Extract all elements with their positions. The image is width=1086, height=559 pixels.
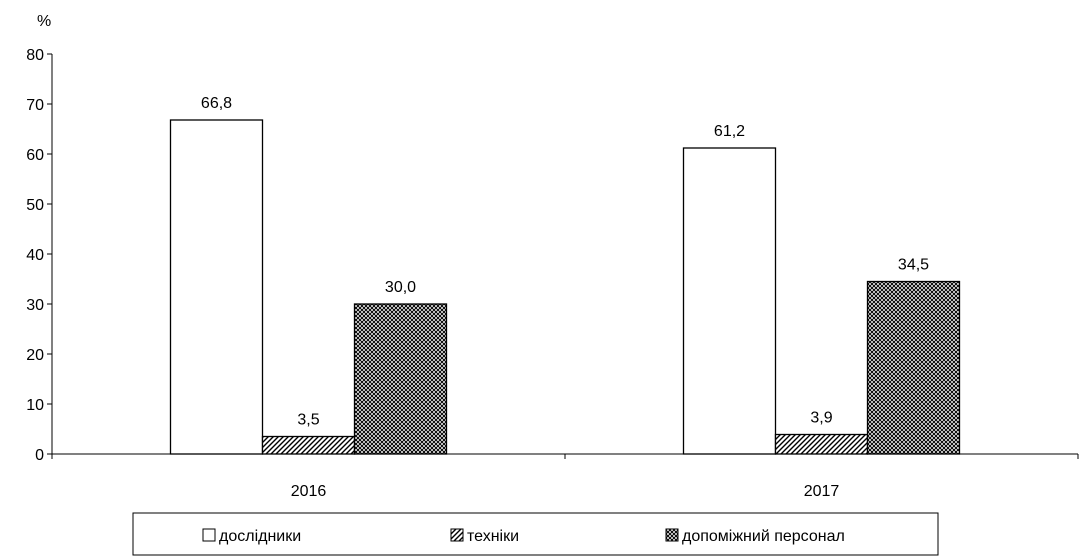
y-axis-unit-label: % <box>37 13 51 30</box>
y-tick-label: 40 <box>26 247 44 264</box>
x-tick-label: 2016 <box>291 483 327 500</box>
bar <box>353 303 448 455</box>
y-tick-label: 50 <box>26 197 44 214</box>
legend-swatch-support-staff <box>665 528 679 542</box>
y-tick-label: 20 <box>26 347 44 364</box>
data-label: 30,0 <box>385 279 416 296</box>
legend-item-researchers: дослідники <box>202 528 301 545</box>
y-axis: 0 10 20 30 40 50 60 70 80 <box>26 47 53 464</box>
data-label: 61,2 <box>714 123 745 140</box>
data-label: 3,5 <box>297 412 319 429</box>
y-tick-label: 70 <box>26 97 44 114</box>
bar <box>261 435 356 455</box>
data-label: 34,5 <box>898 257 929 274</box>
bar <box>774 433 869 455</box>
y-tick-label: 60 <box>26 147 44 164</box>
data-label: 66,8 <box>201 95 232 112</box>
y-tick-label: 80 <box>26 47 44 64</box>
y-tick-label: 10 <box>26 397 44 414</box>
bars <box>169 119 961 455</box>
legend: дослідники техніки допоміжний персонал <box>132 512 939 556</box>
value-labels: 66,8 3,5 30,0 61,2 3,9 34,5 <box>201 95 929 429</box>
legend-label-researchers: дослідники <box>219 528 301 545</box>
x-tick-label: 2017 <box>804 483 840 500</box>
legend-label-technicians: техніки <box>467 528 519 545</box>
legend-label-support-staff: допоміжний персонал <box>682 528 845 545</box>
data-label: 3,9 <box>810 410 832 427</box>
x-axis: 2016 2017 <box>51 453 1079 500</box>
bar <box>169 119 264 455</box>
legend-frame <box>132 512 939 556</box>
legend-item-technicians: техніки <box>450 528 519 545</box>
bar <box>682 147 777 455</box>
legend-item-support-staff: допоміжний персонал <box>665 528 845 545</box>
y-tick-label: 30 <box>26 297 44 314</box>
legend-swatch-technicians <box>450 528 464 542</box>
y-tick-label: 0 <box>35 447 44 464</box>
bar <box>866 280 961 455</box>
legend-swatch-researchers <box>202 528 216 542</box>
